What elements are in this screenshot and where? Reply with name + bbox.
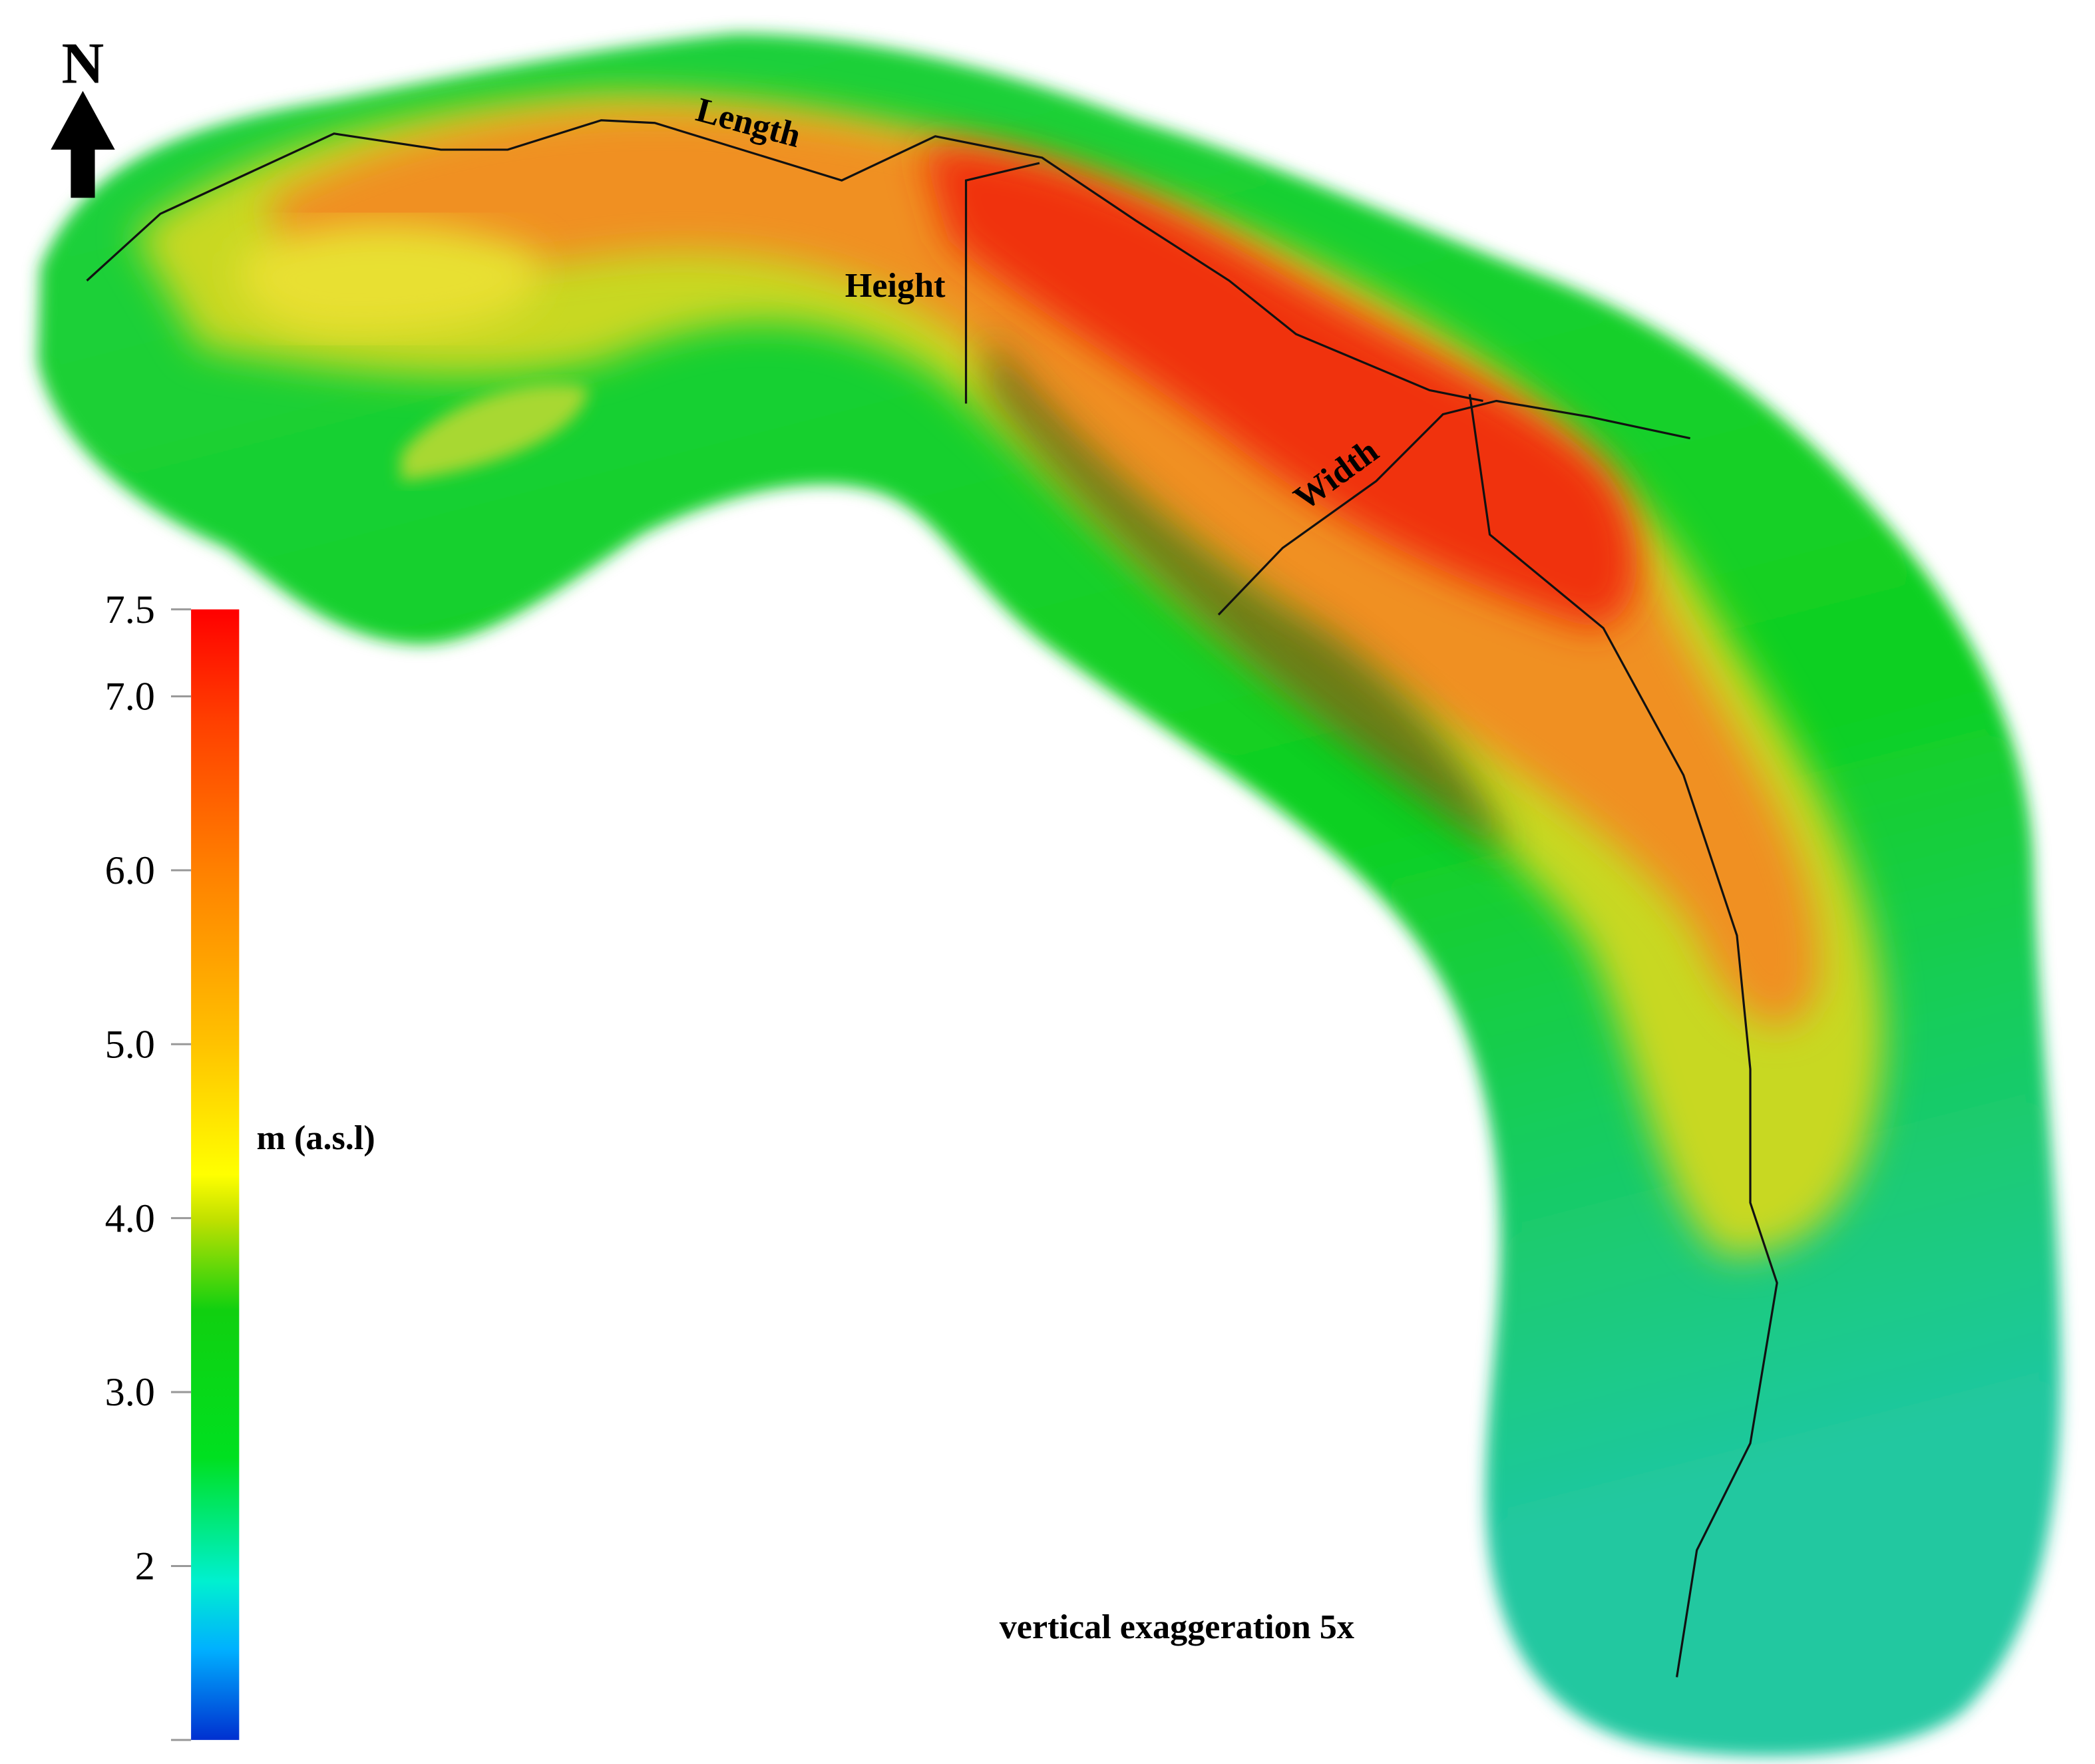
north-arrow: N xyxy=(51,31,115,198)
colorbar: m (a.s.l) 2 3.0 4.0 5.0 6.0 7.0 7.5 xyxy=(105,588,375,1741)
west-blob-small xyxy=(401,384,588,481)
colorbar-label: m (a.s.l) xyxy=(256,1119,375,1157)
centerline xyxy=(1468,394,1778,1677)
west-blob xyxy=(238,224,540,335)
colorbar-tick-label: 7.0 xyxy=(105,675,155,719)
colorbar-tick-label: 4.0 xyxy=(105,1196,155,1241)
colorbar-tick-label: 5.0 xyxy=(105,1022,155,1067)
height-line xyxy=(964,162,1040,404)
width-line xyxy=(1217,399,1691,616)
north-label: N xyxy=(62,31,104,96)
colorbar-tick-label: 2 xyxy=(135,1544,155,1589)
length-line xyxy=(86,119,1483,403)
note: vertical exaggeration 5x xyxy=(1000,1608,1354,1646)
colorbar-tick-label: 7.5 xyxy=(105,588,155,632)
ridge-shadow xyxy=(988,334,1510,856)
colorbar-tick-label: 3.0 xyxy=(105,1370,155,1415)
height-label: Height xyxy=(845,266,946,305)
colorbar-scale xyxy=(191,609,240,1740)
north-arrow-shape xyxy=(51,90,115,198)
profile-lines xyxy=(86,119,1778,1677)
colorbar-tick-label: 6.0 xyxy=(105,848,155,893)
ridge-red xyxy=(922,146,1638,628)
terrain xyxy=(37,33,2061,1757)
